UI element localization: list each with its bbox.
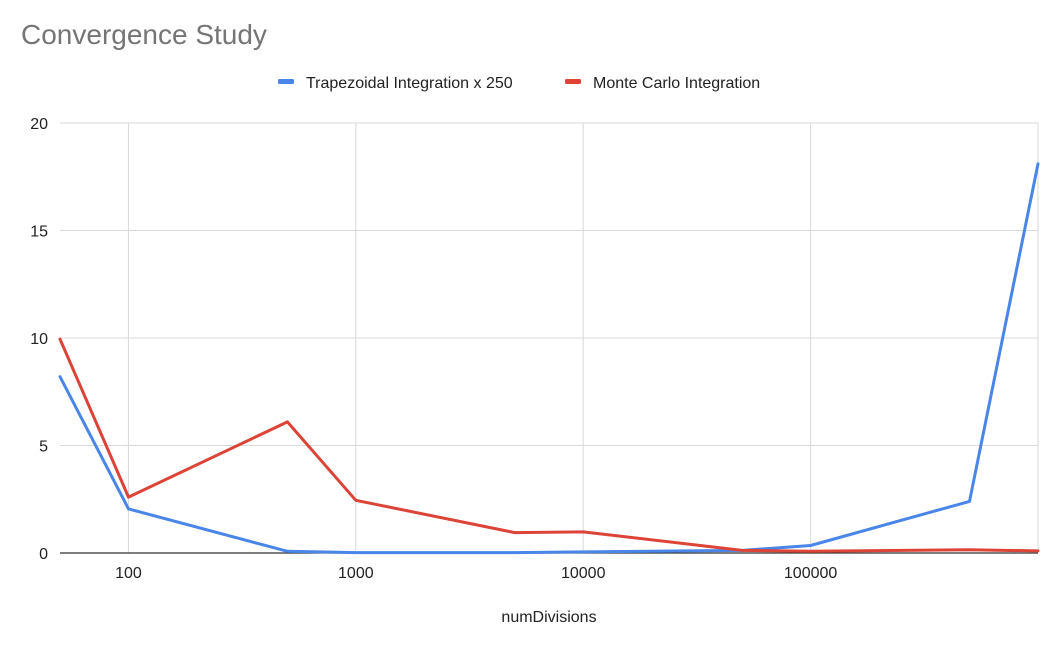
- grid-lines: [60, 122, 1039, 553]
- x-tick-label: 1000: [338, 565, 374, 582]
- tick-labels: 0 5 10 15 20 100 1000 10000 100000: [30, 116, 837, 582]
- y-tick-label: 5: [39, 439, 48, 456]
- x-tick-label: 100: [115, 565, 142, 582]
- y-tick-label: 10: [30, 331, 48, 348]
- y-tick-label: 20: [30, 116, 48, 133]
- legend-swatch-0: [278, 79, 294, 84]
- y-tick-label: 15: [30, 224, 48, 241]
- series-line-1: [58, 337, 1040, 553]
- chart-title: Convergence Study: [21, 19, 267, 50]
- legend-label-0: Trapezoidal Integration x 250: [306, 75, 513, 92]
- series-lines: [58, 162, 1040, 555]
- series-line-0: [58, 162, 1040, 555]
- x-tick-label: 100000: [784, 565, 837, 582]
- legend-label-1: Monte Carlo Integration: [593, 75, 760, 92]
- y-tick-label: 0: [39, 546, 48, 563]
- x-tick-label: 10000: [561, 565, 606, 582]
- legend: Trapezoidal Integration x 250 Monte Carlo…: [278, 75, 760, 92]
- x-axis-label: numDivisions: [501, 609, 596, 626]
- legend-swatch-1: [565, 79, 581, 84]
